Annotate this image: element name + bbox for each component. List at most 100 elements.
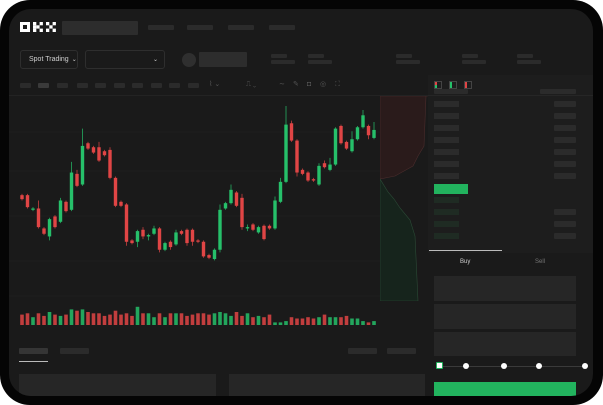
book-price[interactable] <box>434 137 459 143</box>
volume-bar <box>58 315 63 325</box>
nav-item[interactable] <box>269 25 295 30</box>
book-price[interactable] <box>434 233 459 239</box>
pair-select[interactable]: ⌄ <box>85 50 165 69</box>
volume-bar <box>361 321 365 325</box>
candlestick-chart[interactable] <box>9 96 381 341</box>
candle-body <box>64 201 68 212</box>
candle-body <box>344 141 349 149</box>
last-price[interactable] <box>434 184 468 194</box>
book-amount <box>554 221 576 227</box>
candle-body <box>168 241 173 248</box>
book-price[interactable] <box>434 161 459 167</box>
timeframe-button[interactable] <box>114 83 125 88</box>
slider-handle[interactable] <box>436 362 443 369</box>
book-price[interactable] <box>434 101 459 107</box>
volume-bar <box>179 313 184 325</box>
orders-tab-underline <box>19 361 48 362</box>
volume-bar <box>300 318 305 325</box>
candle-body <box>146 235 151 237</box>
volume-bar <box>201 313 206 325</box>
book-price[interactable] <box>434 113 459 119</box>
candle-body <box>86 143 90 149</box>
candle-body <box>339 125 343 144</box>
buy-tab[interactable]: Buy <box>460 259 471 265</box>
candle-body <box>229 189 233 204</box>
volume-bar <box>190 314 195 325</box>
buy-button[interactable] <box>434 382 576 396</box>
fullscreen-icon[interactable]: ⛶ <box>335 81 340 88</box>
slider-stop[interactable] <box>536 363 542 369</box>
sell-tab[interactable]: Sell <box>535 259 546 265</box>
book-price[interactable] <box>434 149 459 155</box>
indicator-icon[interactable]: ⎍ ⌄ <box>246 81 257 88</box>
book-price[interactable] <box>434 173 459 179</box>
candle-body <box>20 195 24 200</box>
timeframe-button[interactable] <box>38 83 49 88</box>
candle-body <box>361 115 365 128</box>
book-price[interactable] <box>434 209 459 215</box>
depth-asks-area <box>380 96 428 180</box>
candle-body <box>295 140 299 173</box>
timeframe-button[interactable] <box>57 83 68 88</box>
volume-bar <box>168 313 173 325</box>
candle-body <box>317 165 321 185</box>
timeframe-button[interactable] <box>95 83 106 88</box>
market-type-select[interactable]: Spot Trading ⌄ <box>20 50 78 69</box>
pencil-icon[interactable]: ✎ <box>293 81 299 88</box>
filter-button[interactable] <box>348 348 377 354</box>
line-tool-icon[interactable]: ∼ <box>279 81 285 88</box>
book-view-asks-icon[interactable] <box>464 81 472 89</box>
book-view-both-icon[interactable] <box>434 81 442 89</box>
timeframe-button[interactable] <box>132 83 143 88</box>
candle-body <box>58 200 63 222</box>
timeframe-button[interactable] <box>169 83 180 88</box>
depth-chart <box>380 96 428 301</box>
timeframe-button[interactable] <box>20 83 31 88</box>
book-price[interactable] <box>434 221 459 227</box>
volume-bar <box>196 313 200 325</box>
amount-input[interactable] <box>434 304 576 329</box>
candle-body <box>196 240 200 242</box>
volume-bar <box>317 317 321 325</box>
book-amount <box>554 101 576 107</box>
book-header <box>540 89 576 94</box>
candle-body <box>284 124 288 182</box>
candle-body <box>207 255 211 258</box>
volume-bar <box>328 317 332 325</box>
orders-tab[interactable] <box>19 348 48 354</box>
camera-icon[interactable]: ◘ <box>307 81 312 88</box>
candle-body <box>256 227 261 233</box>
book-view-bids-icon[interactable] <box>449 81 457 89</box>
volume-bar <box>141 313 145 325</box>
okx-logo[interactable] <box>20 22 57 32</box>
candle-body <box>97 147 101 161</box>
orders-card <box>229 374 425 396</box>
volume-bar <box>218 312 222 325</box>
book-price[interactable] <box>434 125 459 131</box>
candle-body <box>152 228 156 234</box>
timeframe-button[interactable] <box>188 83 199 88</box>
nav-item[interactable] <box>148 25 174 30</box>
settings-icon[interactable]: ◎ <box>320 81 327 88</box>
candle-body <box>190 229 195 242</box>
amount-slider[interactable] <box>436 362 588 370</box>
nav-item[interactable] <box>187 25 213 30</box>
slider-stop[interactable] <box>582 363 588 369</box>
filter-button[interactable] <box>387 348 416 354</box>
nav-item[interactable] <box>228 25 254 30</box>
candle-body <box>130 240 134 244</box>
search-bar[interactable] <box>62 21 138 35</box>
volume-bar <box>333 317 338 325</box>
total-input[interactable] <box>434 332 576 356</box>
book-price[interactable] <box>434 197 459 203</box>
timeframe-button[interactable] <box>77 83 88 88</box>
price-placeholder <box>199 52 247 67</box>
volume-bar <box>86 312 90 325</box>
price-input[interactable] <box>434 276 576 301</box>
slider-stop[interactable] <box>501 363 507 369</box>
chart-type-icon[interactable]: ⌇ ⌄ <box>209 81 221 88</box>
history-tab[interactable] <box>60 348 89 354</box>
slider-stop[interactable] <box>463 363 469 369</box>
timeframe-button[interactable] <box>151 83 162 88</box>
volume-bar <box>372 321 376 325</box>
